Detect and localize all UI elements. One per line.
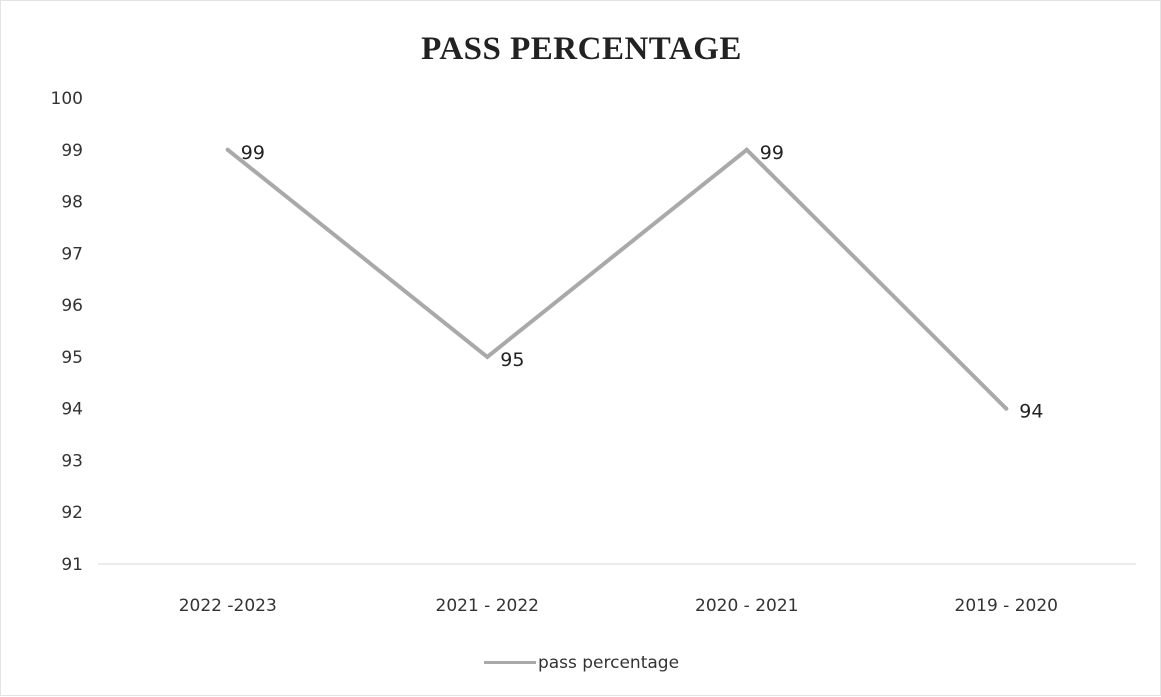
- y-tick-label: 92: [61, 503, 83, 523]
- data-point: [225, 147, 230, 152]
- y-tick-label: 100: [51, 89, 83, 109]
- data-label: 95: [500, 349, 524, 371]
- series-line: [225, 147, 1009, 411]
- x-axis-ticks: 2022 -2023 2021 - 2022 2020 - 2021 2019 - 2…: [179, 596, 1058, 616]
- y-tick-label: 91: [61, 555, 83, 575]
- legend-line-swatch: [483, 660, 536, 664]
- data-label: 99: [760, 142, 784, 164]
- data-label: 94: [1019, 401, 1043, 423]
- data-point: [744, 147, 749, 152]
- y-tick-label: 95: [61, 348, 83, 368]
- data-labels: 99 95 99 94: [241, 142, 1044, 423]
- y-tick-label: 96: [61, 296, 83, 316]
- y-tick-label: 94: [61, 400, 83, 420]
- series-layer: [225, 147, 1009, 411]
- data-point: [1004, 406, 1009, 411]
- data-point: [485, 354, 490, 359]
- x-tick-label: 2021 - 2022: [436, 596, 539, 616]
- x-tick-label: 2022 -2023: [179, 596, 277, 616]
- x-tick-label: 2019 - 2020: [955, 596, 1058, 616]
- x-tick-label: 2020 - 2021: [695, 596, 798, 616]
- y-tick-label: 93: [61, 451, 83, 471]
- y-tick-label: 98: [61, 193, 83, 213]
- legend-label: pass percentage: [537, 653, 680, 673]
- chart-title: PASS PERCENTAGE: [421, 31, 742, 67]
- y-tick-label: 99: [61, 141, 83, 161]
- y-tick-label: 97: [61, 244, 83, 264]
- y-axis-ticks: 91 92 93 94 95 96 97 98 99 100: [51, 89, 83, 575]
- legend: pass percentage: [1, 651, 1161, 675]
- data-label: 99: [241, 142, 265, 164]
